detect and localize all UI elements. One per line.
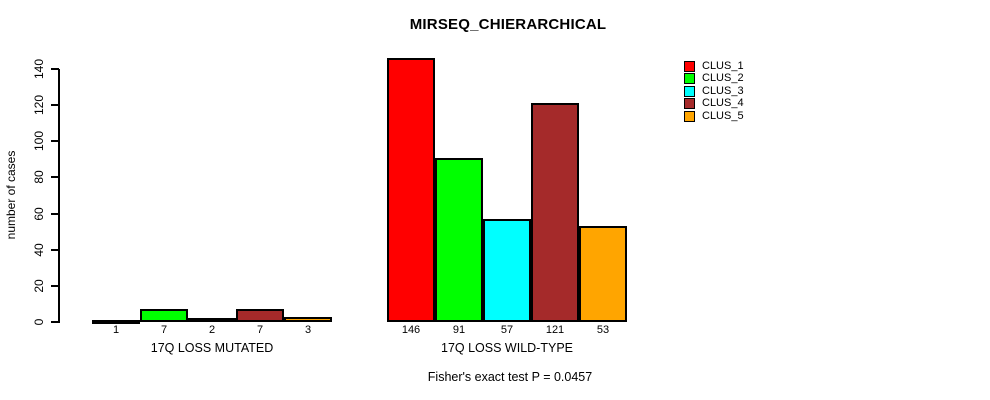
bar-clus_5-mutated bbox=[284, 316, 332, 322]
bar-clus_5-wildtype bbox=[579, 226, 627, 322]
fisher-test-annotation: Fisher's exact test P = 0.0457 bbox=[427, 370, 593, 384]
y-tick-mark bbox=[51, 140, 59, 143]
bar-value-label: 7 bbox=[160, 324, 168, 336]
legend-label: CLUS_3 bbox=[702, 84, 744, 97]
bar-clus_1-mutated bbox=[92, 320, 140, 324]
legend-label: CLUS_5 bbox=[702, 109, 744, 122]
group-label-mutated: 17Q LOSS MUTATED bbox=[150, 341, 274, 355]
y-tick-label: 60 bbox=[32, 206, 46, 221]
bar-value-label: 146 bbox=[401, 324, 421, 336]
y-tick-label: 100 bbox=[32, 131, 46, 152]
bar-clus_3-wildtype bbox=[483, 218, 531, 322]
bar-value-label: 57 bbox=[500, 324, 514, 336]
y-tick-label: 40 bbox=[32, 243, 46, 257]
bar-value-label: 121 bbox=[545, 324, 565, 336]
y-tick-label: 120 bbox=[32, 95, 46, 116]
legend-label: CLUS_2 bbox=[702, 72, 744, 85]
legend-swatch-clus_2 bbox=[684, 73, 695, 85]
y-tick-label: 140 bbox=[32, 58, 46, 80]
y-tick-mark bbox=[51, 104, 59, 107]
bar-clus_4-wildtype bbox=[531, 103, 579, 322]
bar-value-label: 91 bbox=[452, 324, 466, 336]
y-tick-mark bbox=[51, 321, 59, 323]
bar-value-label: 2 bbox=[208, 324, 216, 336]
bar-value-label: 7 bbox=[256, 324, 264, 336]
legend-swatch-clus_3 bbox=[684, 85, 695, 97]
y-tick-mark bbox=[51, 248, 59, 251]
bar-clus_2-wildtype bbox=[435, 157, 483, 322]
bar-value-label: 3 bbox=[304, 324, 312, 336]
bar-clus_1-wildtype bbox=[387, 58, 435, 322]
bar-clus_3-mutated bbox=[188, 318, 236, 323]
legend-swatch-clus_4 bbox=[684, 98, 695, 110]
y-tick-label: 20 bbox=[32, 279, 46, 293]
y-tick-mark bbox=[51, 284, 59, 287]
bar-value-label: 1 bbox=[112, 324, 120, 336]
legend-label: CLUS_4 bbox=[702, 97, 744, 110]
chart-title: MIRSEQ_CHIERARCHICAL bbox=[409, 16, 607, 33]
y-tick-label: 80 bbox=[32, 170, 46, 185]
y-axis-line bbox=[58, 69, 60, 323]
y-tick-mark bbox=[51, 176, 59, 179]
y-tick-label: 0 bbox=[32, 318, 46, 326]
legend-swatch-clus_1 bbox=[684, 61, 695, 72]
bar-clus_2-mutated bbox=[140, 309, 188, 322]
y-tick-mark bbox=[51, 68, 59, 70]
legend-label: CLUS_1 bbox=[702, 60, 744, 72]
y-tick-mark bbox=[51, 212, 59, 215]
y-axis-label: number of cases bbox=[4, 150, 18, 240]
bar-value-label: 53 bbox=[596, 324, 610, 336]
group-label-wildtype: 17Q LOSS WILD-TYPE bbox=[441, 341, 573, 355]
bar-clus_4-mutated bbox=[236, 309, 284, 322]
legend-swatch-clus_5 bbox=[684, 110, 695, 122]
